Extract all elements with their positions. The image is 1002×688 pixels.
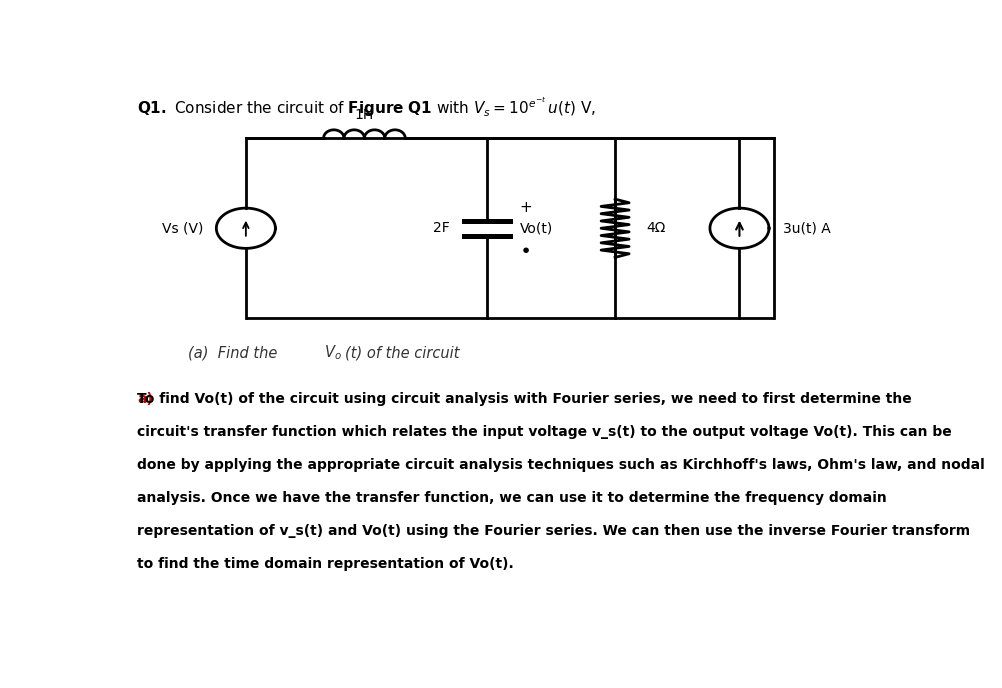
Text: $\mathit{V_o}$: $\mathit{V_o}$ — [324, 343, 341, 362]
Text: analysis. Once we have the transfer function, we can use it to determine the fre: analysis. Once we have the transfer func… — [137, 491, 886, 505]
Text: 1H: 1H — [355, 108, 374, 122]
Text: to find the time domain representation of Vo(t).: to find the time domain representation o… — [137, 557, 513, 570]
Text: To find Vo(t) of the circuit using circuit analysis with Fourier series, we need: To find Vo(t) of the circuit using circu… — [137, 392, 911, 407]
Text: 4Ω: 4Ω — [645, 222, 665, 235]
Text: a): a) — [137, 392, 152, 407]
Text: 3u(t) A: 3u(t) A — [783, 222, 830, 235]
Text: (t) of the circuit: (t) of the circuit — [345, 345, 459, 361]
Text: circuit's transfer function which relates the input voltage v_s(t) to the output: circuit's transfer function which relate… — [137, 425, 951, 440]
Text: 2F: 2F — [432, 222, 449, 235]
Text: Vs (V): Vs (V) — [161, 222, 202, 235]
Text: $\mathbf{Q1.}$ Consider the circuit of $\mathbf{Figure\ Q1}$ with $V_s = 10^{e^{: $\mathbf{Q1.}$ Consider the circuit of $… — [137, 96, 595, 120]
Text: representation of v_s(t) and Vo(t) using the Fourier series. We can then use the: representation of v_s(t) and Vo(t) using… — [137, 524, 969, 538]
Text: done by applying the appropriate circuit analysis techniques such as Kirchhoff's: done by applying the appropriate circuit… — [137, 458, 984, 472]
Text: (a)  Find the: (a) Find the — [187, 345, 282, 361]
Text: ∙: ∙ — [519, 241, 531, 260]
Text: +: + — [519, 200, 532, 215]
Text: Vo(t): Vo(t) — [519, 222, 552, 235]
